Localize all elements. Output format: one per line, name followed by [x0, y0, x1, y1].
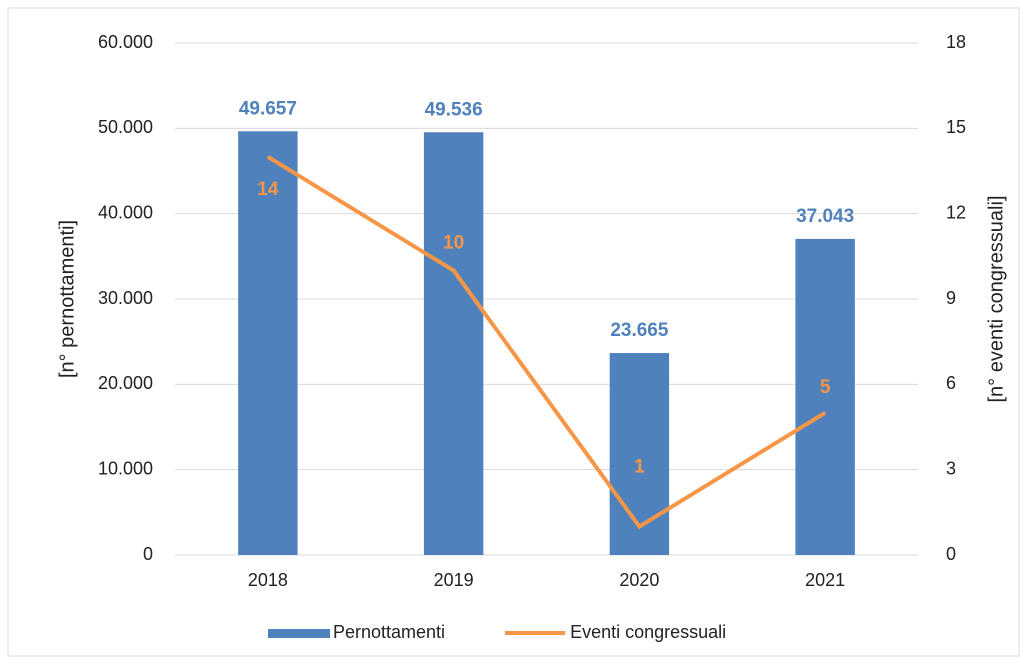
y2-tick-label: 18 [946, 32, 966, 52]
x-tick-label: 2018 [248, 570, 288, 590]
bar [238, 131, 298, 556]
y-tick-label: 60.000 [98, 32, 153, 52]
line-value-label: 14 [257, 179, 279, 200]
line-value-label: 5 [820, 377, 831, 398]
y2-tick-label: 6 [946, 373, 956, 393]
y-tick-label: 50.000 [98, 117, 153, 137]
y-tick-label: 30.000 [98, 288, 153, 308]
bar [423, 132, 484, 556]
bar [795, 238, 855, 556]
x-tick-label: 2019 [434, 570, 474, 590]
y2-tick-label: 0 [946, 544, 956, 564]
y-tick-label: 10.000 [98, 458, 153, 478]
y2-tick-label: 15 [946, 117, 966, 137]
y2-axis-label: [n° eventi congressuali] [985, 195, 1007, 402]
y2-tick-label: 9 [946, 288, 956, 308]
y-tick-label: 40.000 [98, 202, 153, 222]
x-tick-label: 2020 [619, 570, 659, 590]
bar-value-label: 49.536 [425, 99, 483, 120]
bar-value-label: 23.665 [610, 320, 669, 341]
line-value-label: 10 [443, 233, 464, 254]
line-value-label: 1 [634, 457, 645, 478]
legend-swatch [268, 629, 330, 638]
chart-frame [7, 7, 1020, 657]
y2-tick-label: 12 [946, 202, 966, 222]
y-axis-label: [n° pernottamenti] [56, 220, 78, 378]
bar-value-label: 37.043 [796, 206, 854, 227]
y-tick-label: 0 [143, 544, 153, 564]
legend-label: Pernottamenti [333, 622, 445, 642]
y-tick-label: 20.000 [98, 373, 153, 393]
bar-value-label: 49.657 [239, 98, 297, 119]
y2-tick-label: 3 [946, 458, 956, 478]
line [266, 155, 827, 530]
x-tick-label: 2021 [805, 570, 845, 590]
bar [609, 353, 670, 555]
legend-label: Eventi congressuali [570, 622, 726, 642]
